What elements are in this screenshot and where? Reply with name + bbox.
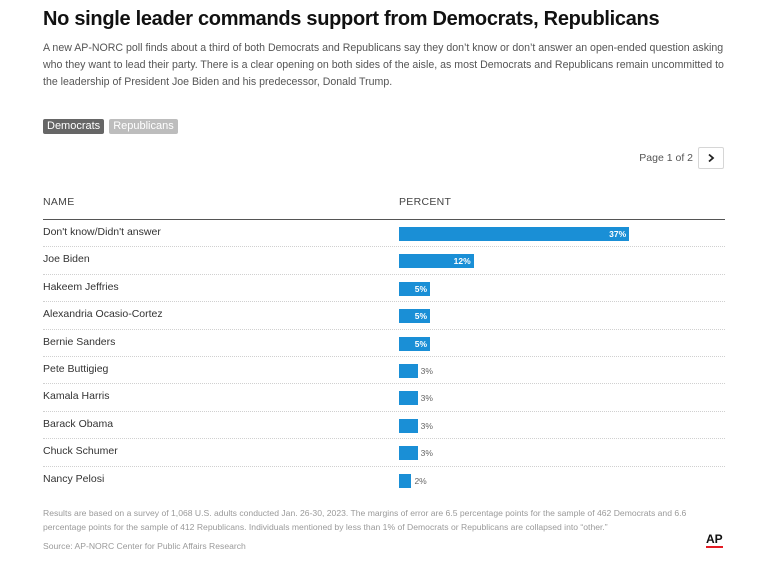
bar-value-label: 12% bbox=[453, 256, 471, 267]
table-row: Barack Obama 3% bbox=[43, 412, 725, 440]
table-row: Bernie Sanders 5% bbox=[43, 330, 725, 357]
table-row: Alexandria Ocasio-Cortez 5% bbox=[43, 302, 725, 330]
row-label: Alexandria Ocasio-Cortez bbox=[43, 308, 163, 321]
bar-value-label: 3% bbox=[420, 393, 433, 404]
bar-value-label: 3% bbox=[420, 420, 433, 431]
bar bbox=[399, 391, 418, 406]
bar-value-label: 37% bbox=[609, 229, 627, 239]
party-tabs: Democrats Republicans bbox=[43, 119, 178, 134]
table-row: Don't know/Didn't answer 37% bbox=[43, 220, 725, 248]
bar-value-label: 2% bbox=[414, 475, 427, 486]
bar-value-label: 3% bbox=[420, 448, 433, 459]
row-label: Pete Buttigieg bbox=[43, 362, 109, 375]
bar bbox=[399, 418, 418, 433]
header-divider bbox=[43, 219, 725, 220]
bar-value-label: 3% bbox=[420, 365, 433, 376]
row-label: Kamala Harris bbox=[43, 390, 110, 403]
bar bbox=[399, 309, 431, 324]
tab-republicans[interactable]: Republicans bbox=[109, 119, 178, 134]
table-row: Pete Buttigieg 3% bbox=[43, 357, 725, 385]
chart-subtitle: A new AP-NORC poll finds about a third o… bbox=[43, 42, 724, 88]
bar-value-label: 5% bbox=[414, 338, 428, 349]
row-label: Chuck Schumer bbox=[43, 445, 118, 458]
table-row: Hakeem Jeffries 5% bbox=[43, 275, 725, 303]
bar bbox=[399, 281, 431, 296]
tab-democrats[interactable]: Democrats bbox=[43, 119, 105, 134]
table-row: Kamala Harris 3% bbox=[43, 384, 725, 412]
bar-value-label: 5% bbox=[414, 311, 428, 322]
chevron-right-icon bbox=[708, 153, 715, 163]
bar bbox=[399, 363, 418, 378]
bar-value-label: 5% bbox=[414, 283, 428, 294]
ap-logo: AP bbox=[706, 532, 723, 548]
row-label: Hakeem Jeffries bbox=[43, 280, 119, 293]
bar-rows: Don't know/Didn't answer 37% Joe Biden 12% H… bbox=[43, 220, 725, 494]
row-label: Don't know/Didn't answer bbox=[43, 226, 161, 238]
source-credit: Source: AP-NORC Center for Public Affair… bbox=[43, 541, 246, 551]
methodology-note: Results are based on a survey of 1,068 U… bbox=[43, 508, 687, 532]
bar bbox=[399, 227, 630, 241]
column-header-name: NAME bbox=[43, 196, 75, 208]
table-row: Chuck Schumer 3% bbox=[43, 439, 725, 467]
row-label: Joe Biden bbox=[43, 253, 90, 266]
table-row: Nancy Pelosi 2% bbox=[43, 467, 725, 494]
bar bbox=[399, 254, 474, 269]
page-indicator: Page 1 of 2 bbox=[639, 152, 693, 164]
pagination: Page 1 of 2 bbox=[639, 147, 724, 169]
row-label: Nancy Pelosi bbox=[43, 472, 105, 485]
chart-title: No single leader commands support from D… bbox=[43, 8, 660, 30]
table-row: Joe Biden 12% bbox=[43, 247, 725, 275]
bar bbox=[399, 446, 418, 461]
row-label: Barack Obama bbox=[43, 417, 114, 430]
bar bbox=[399, 473, 412, 488]
bar bbox=[399, 336, 431, 351]
column-header-percent: PERCENT bbox=[399, 196, 452, 208]
next-page-button[interactable] bbox=[698, 147, 724, 169]
row-label: Bernie Sanders bbox=[43, 335, 116, 348]
